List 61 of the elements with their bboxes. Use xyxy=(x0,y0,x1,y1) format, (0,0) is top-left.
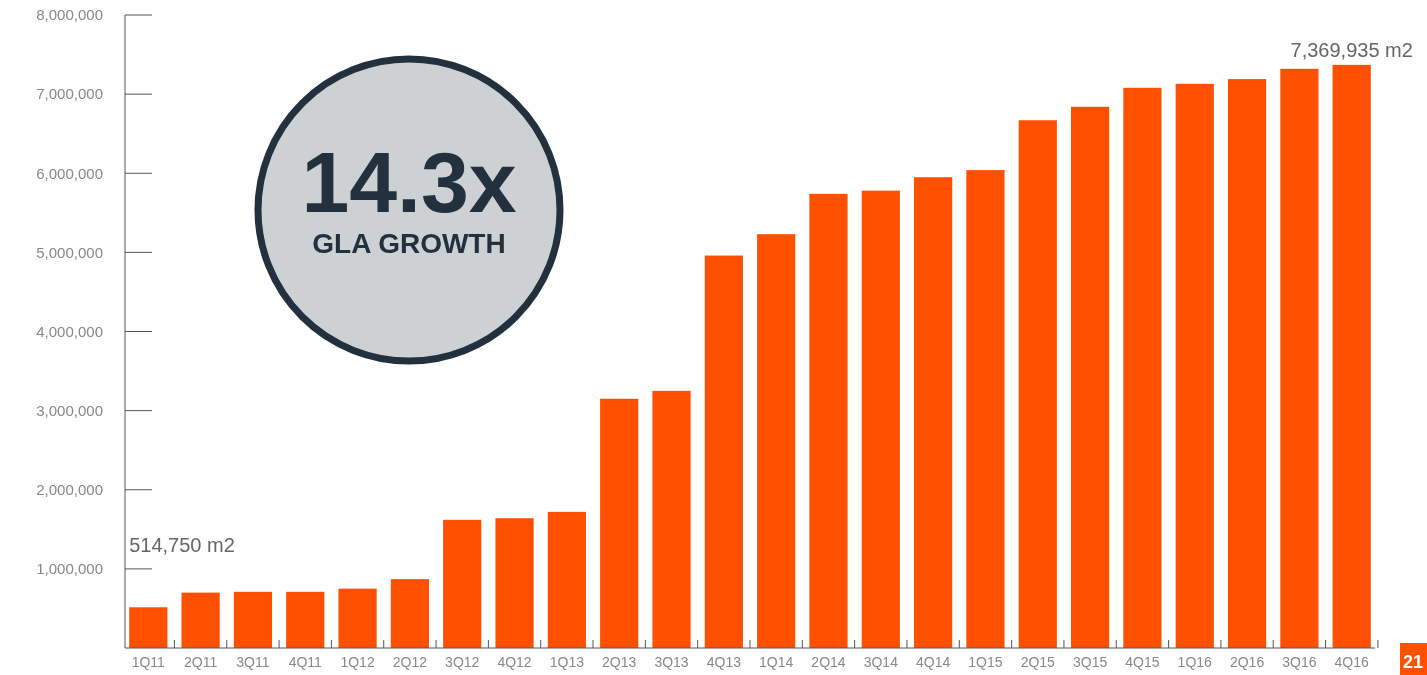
y-tick-label: 8,000,000 xyxy=(36,6,103,24)
x-tick-label: 3Q13 xyxy=(654,654,689,670)
x-tick-label: 2Q15 xyxy=(1020,654,1056,670)
bar xyxy=(1175,83,1214,648)
bar xyxy=(181,592,220,648)
y-tick-label: 1,000,000 xyxy=(36,560,103,578)
x-tick-label: 2Q11 xyxy=(184,654,218,670)
y-tick-label: 4,000,000 xyxy=(36,322,103,340)
x-tick-label: 3Q12 xyxy=(445,654,480,670)
bar xyxy=(914,177,953,648)
bar xyxy=(704,255,743,648)
bar xyxy=(809,193,848,648)
x-tick-label: 4Q16 xyxy=(1334,654,1370,670)
bar xyxy=(1123,87,1162,648)
bar xyxy=(757,234,796,648)
bar xyxy=(1018,120,1057,648)
data-label: 7,369,935 m2 xyxy=(1290,38,1413,61)
y-tick-label: 3,000,000 xyxy=(36,401,103,419)
bar xyxy=(547,511,586,648)
y-tick-label: 7,000,000 xyxy=(36,85,103,103)
x-tick-label: 2Q14 xyxy=(811,654,846,670)
y-tick-label: 5,000,000 xyxy=(36,243,103,261)
bar xyxy=(1280,68,1319,648)
x-tick-label: 1Q13 xyxy=(549,654,585,670)
bar xyxy=(1332,64,1371,648)
bar xyxy=(600,398,639,648)
x-tick-label: 4Q12 xyxy=(497,654,532,670)
bar xyxy=(286,591,325,648)
x-tick-label: 3Q15 xyxy=(1072,654,1108,670)
x-tick-label: 3Q11 xyxy=(236,654,270,670)
x-tick-label: 2Q13 xyxy=(602,654,637,670)
x-tick-label: 2Q16 xyxy=(1229,654,1265,670)
x-tick-label: 4Q15 xyxy=(1125,654,1160,670)
bar xyxy=(338,588,377,648)
text: 21 xyxy=(1402,652,1424,672)
x-tick-label: 1Q15 xyxy=(968,654,1003,670)
bar xyxy=(443,519,482,648)
x-tick-label: 3Q14 xyxy=(863,654,899,670)
x-tick-label: 3Q16 xyxy=(1282,654,1317,670)
annotation: GLA GROWTH xyxy=(312,228,506,259)
bar xyxy=(1071,106,1110,648)
y-tick-label: 6,000,000 xyxy=(36,164,103,182)
bar xyxy=(966,170,1005,648)
x-tick-label: 4Q13 xyxy=(706,654,742,670)
bar xyxy=(233,591,273,648)
bar xyxy=(495,518,534,648)
bar xyxy=(129,607,168,648)
x-tick-label: 1Q11 xyxy=(131,654,166,670)
x-tick-label: 1Q12 xyxy=(340,654,375,670)
x-tick-label: 1Q14 xyxy=(759,654,794,670)
bar xyxy=(390,579,429,648)
x-tick-label: 4Q14 xyxy=(916,654,951,670)
bar xyxy=(652,390,691,648)
bar xyxy=(1227,79,1267,648)
x-tick-label: 2Q12 xyxy=(392,654,428,670)
annotation: 14.3x xyxy=(301,134,517,230)
data-label: 514,750 m2 xyxy=(129,534,235,557)
y-tick-label: 2,000,000 xyxy=(36,481,103,498)
x-tick-label: 1Q16 xyxy=(1177,654,1213,670)
x-tick-label: 4Q11 xyxy=(288,654,323,670)
bar xyxy=(861,190,900,648)
